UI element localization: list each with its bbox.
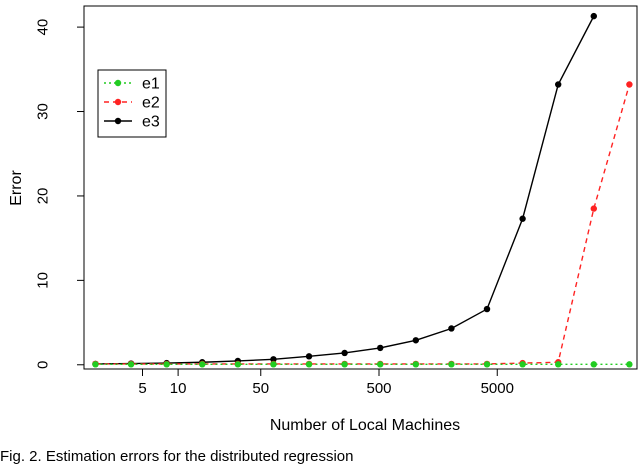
y-tick-label: 30 [34,103,51,120]
legend-marker-e1 [114,79,122,87]
data-point-e1 [626,361,633,368]
y-tick-label: 0 [34,361,51,369]
data-point-e1 [270,361,277,368]
data-point-e3 [305,353,313,360]
data-point-e1 [412,361,420,368]
data-point-e2 [590,205,597,212]
data-point-e3 [270,356,277,363]
data-point-e3 [519,215,526,222]
x-tick-label: 5000 [481,380,514,397]
chart: 0 10 20 30 40 5 10 50 500 5000 e1 e2 e3 Error Numb… [8,5,638,434]
data-point-e1 [305,361,313,368]
y-axis: 0 10 20 30 40 [34,19,84,369]
data-point-e1 [555,361,562,368]
legend-label-e3: e3 [142,114,160,131]
data-point-e3 [590,12,597,20]
data-point-e1 [590,361,597,368]
x-tick-label: 50 [252,380,269,397]
data-point-e3 [341,349,348,357]
data-point-e3 [377,344,384,352]
x-axis-title: Number of Local Machines [270,417,460,434]
x-axis: 5 10 50 500 5000 [138,369,514,397]
x-tick-label: 10 [170,380,187,397]
data-point-e1 [341,361,348,368]
y-axis-title: Error [8,170,25,206]
plot-frame [83,5,638,370]
legend-label-e2: e2 [142,95,160,112]
series-layer [92,12,633,368]
data-point-e1 [199,361,206,368]
series-line-e3 [95,15,595,365]
data-point-e1 [377,361,384,368]
data-point-e3 [412,337,420,344]
data-point-e1 [483,361,491,368]
data-point-e2 [626,81,633,88]
y-tick-label: 20 [34,188,51,205]
data-point-e3 [448,325,455,332]
legend-marker-e2 [114,98,122,106]
data-point-e1 [448,361,455,368]
data-point-e1 [234,361,242,368]
data-point-e3 [483,305,491,313]
y-tick-label: 10 [34,272,51,289]
data-point-e1 [163,361,170,368]
figure-caption: Fig. 2. Estimation errors for the distri… [0,448,354,465]
legend: e1 e2 e3 [97,69,167,138]
y-tick-label: 40 [34,19,51,36]
x-tick-label: 5 [138,380,146,397]
legend-label-e1: e1 [142,76,160,93]
data-point-e3 [555,81,562,88]
series-line-e2 [95,84,631,365]
data-point-e1 [519,361,526,368]
legend-box [97,69,167,138]
data-point-e1 [92,361,99,368]
data-point-e1 [127,361,135,368]
x-tick-label: 500 [366,380,391,397]
legend-marker-e3 [114,117,122,125]
